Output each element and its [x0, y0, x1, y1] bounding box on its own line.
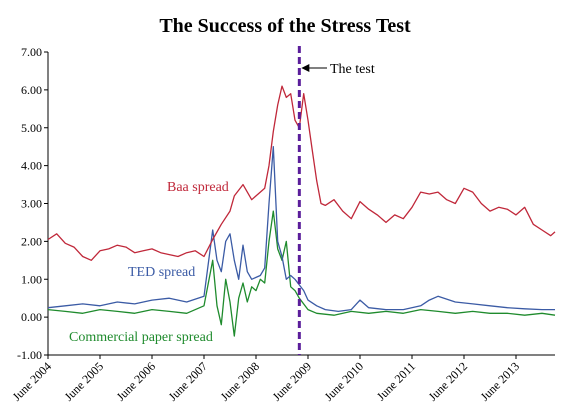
x-tick-label: June 2008 — [218, 359, 263, 404]
x-axis: June 2004 June 2005 June 2006 June 2007 June… — [10, 354, 555, 404]
y-tick-label: 4.00 — [21, 159, 42, 173]
y-tick-label: 2.00 — [21, 234, 42, 248]
x-tick-label: June 2004 — [10, 359, 55, 404]
series-label-baa: Baa spread — [167, 180, 229, 195]
y-tick-label: -1.00 — [17, 348, 42, 362]
series-line-ted-spread — [47, 146, 555, 313]
x-tick-label: June 2006 — [114, 359, 159, 404]
y-axis: 7.00 6.00 5.00 4.00 3.00 2.00 1.00 0.00 -1.00 — [17, 45, 49, 362]
event-marker-group — [297, 46, 327, 355]
x-tick-label: June 2005 — [62, 359, 107, 404]
chart-title: The Success of the Stress Test — [159, 15, 411, 37]
y-tick-label: 0.00 — [21, 310, 42, 324]
y-tick-label: 7.00 — [21, 45, 42, 59]
y-tick-label: 6.00 — [21, 83, 42, 97]
y-tick-label: 3.00 — [21, 197, 42, 211]
x-tick-label: June 2013 — [478, 359, 523, 404]
x-tick-label: June 2010 — [322, 359, 367, 404]
series-label-cp: Commercial paper spread — [69, 330, 213, 345]
series-layer — [47, 85, 556, 337]
event-label: The test — [330, 62, 375, 77]
event-arrow-head — [301, 64, 310, 72]
series-line-baa-spread — [47, 85, 556, 261]
series-labels: Baa spread TED spread Commercial paper s… — [69, 62, 375, 345]
x-tick-label: June 2009 — [270, 359, 315, 404]
series-label-ted: TED spread — [128, 265, 195, 280]
x-tick-label: June 2011 — [374, 359, 418, 403]
x-tick-label: June 2012 — [426, 359, 471, 404]
x-tick-label: June 2007 — [166, 359, 211, 404]
y-tick-label: 1.00 — [21, 272, 42, 286]
series-line-commercial-paper-spread — [47, 210, 556, 337]
y-tick-label: 5.00 — [21, 121, 42, 135]
